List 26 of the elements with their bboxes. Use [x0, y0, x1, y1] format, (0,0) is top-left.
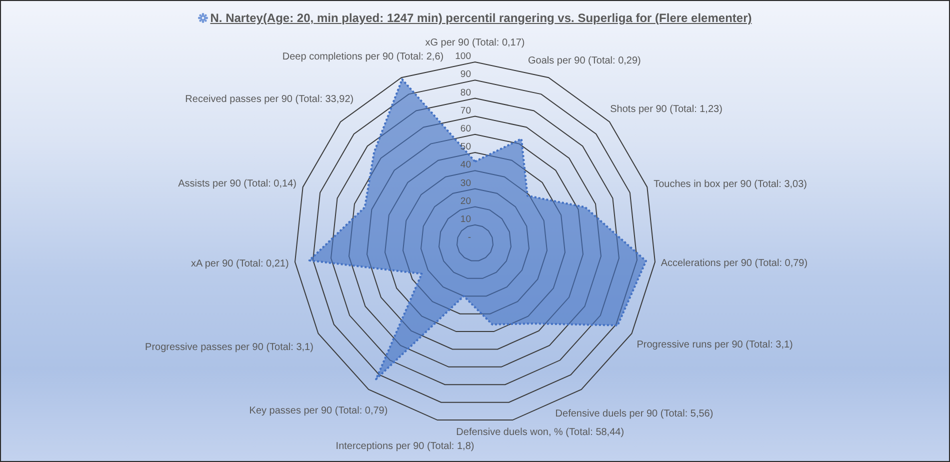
spoke-label: xA per 90 (Total: 0,21): [190, 258, 289, 270]
spoke-label: Goals per 90 (Total: 0,29): [528, 56, 641, 67]
spoke-label: Accelerations per 90 (Total: 0,79): [660, 258, 808, 270]
spoke-label: Touches in box per 90 (Total: 3,03): [654, 178, 808, 190]
spoke-label: xG per 90 (Total: 0,17): [425, 37, 525, 48]
y-tick-label: 30: [460, 178, 471, 189]
y-tick-label: 20: [460, 196, 471, 207]
y-tick-label: 100: [455, 51, 471, 62]
spoke-label: Progressive runs per 90 (Total: 3,1): [636, 340, 793, 351]
spoke-label: Interceptions per 90 (Total: 1,8): [336, 441, 474, 452]
spoke-label: Assists per 90 (Total: 0,14): [178, 178, 296, 190]
spoke-label: Progressive passes per 90 (Total: 3,1): [145, 342, 314, 354]
y-tick-label: 70: [460, 105, 471, 116]
spoke-label: Defensive duels won, % (Total: 58,44): [456, 426, 624, 438]
y-tick-label: 10: [460, 214, 471, 226]
y-tick-label: -: [468, 232, 471, 244]
spoke-label: Defensive duels per 90 (Total: 5,56): [555, 408, 714, 420]
y-tick-label: 90: [460, 69, 471, 80]
y-tick-label: 60: [460, 124, 471, 135]
spoke-label: Received passes per 90 (Total: 33,92): [185, 94, 354, 105]
chart-title: N. Nartey(Age: 20, min played: 1247 min) percentil rangering vs. Superliga for (Flere elementer): [210, 11, 752, 25]
spoke-label: Shots per 90 (Total: 1,23): [610, 104, 722, 115]
spoke-label: Key passes per 90 (Total: 0,79): [249, 406, 388, 417]
y-tick-label: 40: [460, 160, 471, 171]
y-tick-label: 80: [460, 87, 471, 98]
spoke-label: Deep completions per 90 (Total: 2,6): [282, 51, 444, 62]
